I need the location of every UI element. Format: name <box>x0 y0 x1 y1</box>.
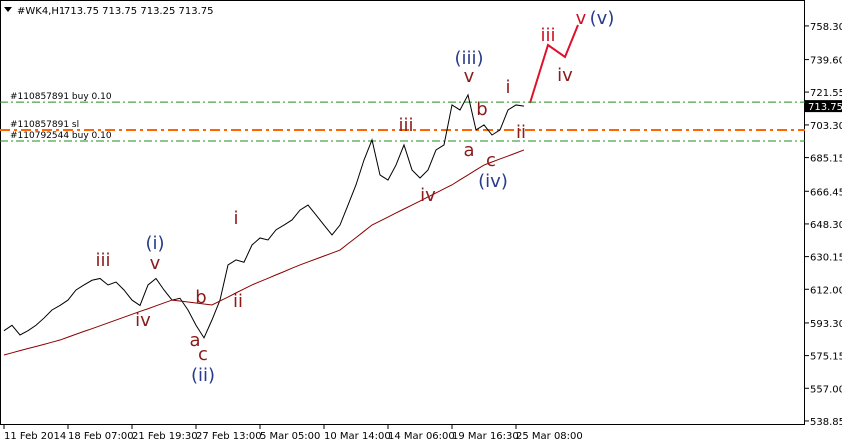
x-tick-label: 21 Feb 19:30 <box>132 431 198 442</box>
wave-label: b <box>195 287 206 308</box>
price-line <box>3 93 525 339</box>
menu-arrow <box>4 7 12 12</box>
y-tick-label: 575.15 <box>810 352 842 363</box>
wave-label: a <box>189 330 200 351</box>
order-label: #110792544 buy 0.10 <box>10 131 112 141</box>
wave-projection <box>529 24 579 104</box>
wave-label: iv <box>135 310 151 331</box>
x-tick-label: 14 Mar 06:00 <box>388 431 455 442</box>
wave-label: (ii) <box>191 365 215 386</box>
symbol: #WK4,H1 <box>17 6 65 17</box>
wave-label: c <box>198 344 208 365</box>
y-tick-label: 593.30 <box>810 319 842 330</box>
wave-label: iv <box>557 65 573 86</box>
wave-label: iv <box>420 185 436 206</box>
x-tick-label: 27 Feb 13:00 <box>196 431 262 442</box>
wave-label: v <box>576 8 587 29</box>
wave-label: v <box>150 253 161 274</box>
wave-label: iii <box>398 115 413 136</box>
wave-label: (iii) <box>454 48 483 69</box>
wave-label: i <box>505 77 510 98</box>
order-label: #110857891 sl <box>10 120 79 130</box>
wave-label: (i) <box>145 233 164 254</box>
wave-label: iii <box>540 25 555 46</box>
wave-label: iii <box>95 250 110 271</box>
y-tick-label: 685.15 <box>810 154 842 165</box>
y-tick-label: 666.45 <box>810 187 842 198</box>
x-tick-label: 11 Feb 2014 <box>4 431 66 442</box>
wave-label: b <box>476 99 487 120</box>
y-tick-label: 758.30 <box>810 22 842 33</box>
y-tick-label: 612.00 <box>810 285 842 296</box>
y-tick-label: 630.15 <box>810 253 842 264</box>
x-tick-label: 25 Mar 08:00 <box>516 431 583 442</box>
order-label: #110857891 buy 0.10 <box>10 92 112 102</box>
x-tick-label: 19 Mar 16:30 <box>452 431 519 442</box>
plot-frame <box>0 0 805 425</box>
wave-label: c <box>486 150 496 171</box>
y-tick-label: 557.00 <box>810 384 842 395</box>
last-price-box <box>805 100 842 113</box>
wave-label: v <box>464 66 475 87</box>
wave-label: (v) <box>590 8 615 29</box>
wave-label: ii <box>516 122 526 143</box>
y-tick-label: 739.60 <box>810 56 842 67</box>
y-tick-label: 703.30 <box>810 121 842 132</box>
y-tick-label: 648.30 <box>810 220 842 231</box>
x-tick-label: 18 Feb 07:00 <box>68 431 134 442</box>
wave-label: (iv) <box>478 171 508 192</box>
last-price-label: 713.75 <box>808 102 842 113</box>
wave-label: i <box>233 208 238 229</box>
moving-average <box>3 149 525 356</box>
wave-label: a <box>463 140 474 161</box>
y-tick-label: 538.85 <box>810 417 842 428</box>
y-tick-label: 721.55 <box>810 88 842 99</box>
wave-label: ii <box>233 291 243 312</box>
quote: 713.75 713.75 713.25 713.75 <box>64 6 214 17</box>
x-tick-label: 10 Mar 14:00 <box>324 431 391 442</box>
x-tick-label: 5 Mar 05:00 <box>260 431 320 442</box>
